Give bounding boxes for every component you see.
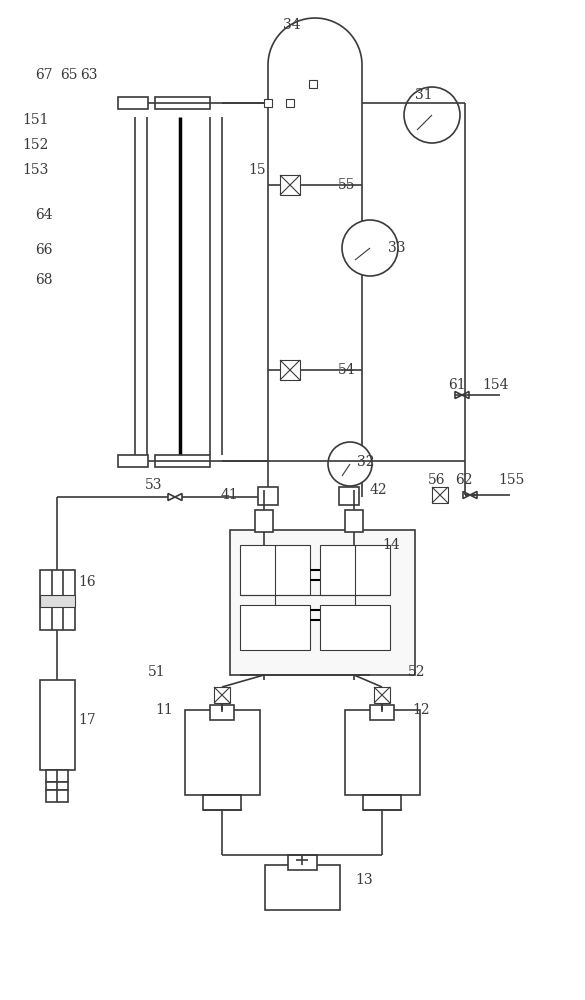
Bar — [432, 487, 448, 503]
Text: 61: 61 — [448, 378, 466, 392]
Text: 66: 66 — [35, 243, 53, 257]
Bar — [210, 705, 234, 720]
Text: 62: 62 — [455, 473, 473, 487]
Text: 153: 153 — [22, 163, 49, 177]
Text: 33: 33 — [388, 241, 405, 255]
Text: 63: 63 — [80, 68, 98, 82]
Text: 13: 13 — [355, 873, 373, 887]
Text: 64: 64 — [35, 208, 53, 222]
Bar — [40, 595, 75, 607]
Text: 16: 16 — [78, 575, 95, 589]
Bar — [203, 795, 241, 810]
Bar — [264, 99, 272, 107]
Text: 15: 15 — [248, 163, 266, 177]
Text: 152: 152 — [22, 138, 49, 152]
Text: 154: 154 — [482, 378, 508, 392]
Text: 65: 65 — [60, 68, 77, 82]
Bar — [370, 705, 394, 720]
Bar — [46, 790, 68, 802]
Bar — [214, 687, 230, 703]
Bar — [288, 855, 317, 870]
Bar — [46, 770, 68, 782]
Text: 53: 53 — [145, 478, 163, 492]
Circle shape — [404, 87, 460, 143]
Bar — [345, 510, 363, 532]
Bar — [118, 97, 148, 109]
Bar — [155, 97, 210, 109]
Text: 68: 68 — [35, 273, 53, 287]
Circle shape — [342, 220, 398, 276]
Text: 54: 54 — [338, 363, 356, 377]
Text: 41: 41 — [221, 488, 239, 502]
Bar — [286, 99, 294, 107]
Bar — [339, 487, 359, 505]
Bar — [374, 687, 390, 703]
Bar — [240, 545, 310, 595]
Text: 31: 31 — [415, 88, 433, 102]
Text: 151: 151 — [22, 113, 49, 127]
Text: 42: 42 — [370, 483, 388, 497]
Text: 51: 51 — [148, 665, 166, 679]
Bar — [265, 865, 340, 910]
Bar — [320, 545, 390, 595]
Text: 56: 56 — [428, 473, 446, 487]
Text: 12: 12 — [412, 703, 429, 717]
Bar — [46, 782, 68, 790]
Text: 14: 14 — [382, 538, 400, 552]
Text: 34: 34 — [283, 18, 301, 32]
Bar — [185, 710, 260, 795]
Bar — [258, 487, 278, 505]
Text: 17: 17 — [78, 713, 96, 727]
Bar — [155, 455, 210, 467]
Bar — [255, 510, 273, 532]
Text: 55: 55 — [338, 178, 356, 192]
Circle shape — [328, 442, 372, 486]
Text: 67: 67 — [35, 68, 53, 82]
Bar — [230, 530, 415, 675]
Bar — [309, 80, 317, 88]
Bar — [240, 605, 310, 650]
Bar — [280, 360, 300, 380]
Bar — [280, 175, 300, 195]
Bar — [320, 605, 390, 650]
Bar — [345, 710, 420, 795]
Text: 155: 155 — [498, 473, 524, 487]
Text: 52: 52 — [408, 665, 425, 679]
Text: 32: 32 — [357, 455, 374, 469]
Bar — [118, 455, 148, 467]
Bar — [40, 570, 75, 630]
Bar — [40, 680, 75, 770]
Bar — [363, 795, 401, 810]
Text: 11: 11 — [155, 703, 173, 717]
